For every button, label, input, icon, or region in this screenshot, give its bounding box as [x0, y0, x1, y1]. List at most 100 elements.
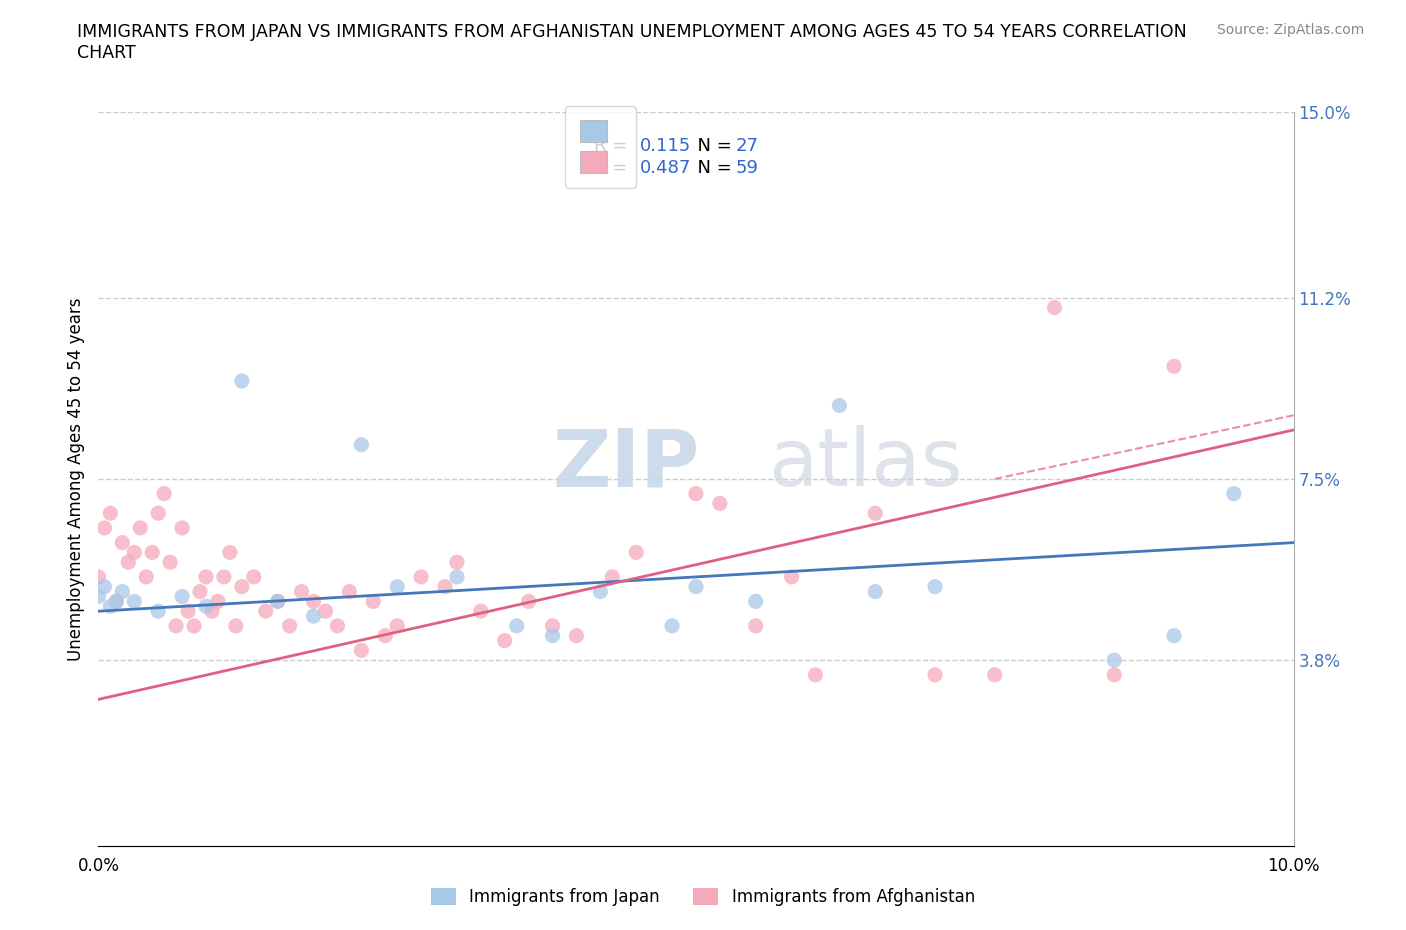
- Point: [685, 486, 707, 501]
- Point: [517, 594, 540, 609]
- Point: [302, 608, 325, 623]
- Point: [541, 618, 564, 633]
- Point: [278, 618, 301, 633]
- Point: [267, 594, 290, 609]
- Point: [135, 569, 157, 584]
- Point: [315, 604, 337, 618]
- Point: [828, 398, 851, 413]
- Point: [225, 618, 247, 633]
- Point: [865, 584, 887, 599]
- Legend: , : ,: [565, 106, 636, 188]
- Text: CHART: CHART: [77, 44, 136, 61]
- Point: [589, 584, 612, 599]
- Point: [804, 668, 827, 683]
- Y-axis label: Unemployment Among Ages 45 to 54 years: Unemployment Among Ages 45 to 54 years: [66, 298, 84, 660]
- Text: atlas: atlas: [768, 425, 962, 503]
- Point: [984, 668, 1007, 683]
- Point: [98, 599, 122, 614]
- Point: [339, 584, 361, 599]
- Point: [231, 579, 253, 594]
- Point: [302, 594, 325, 609]
- Point: [326, 618, 349, 633]
- Point: [219, 545, 242, 560]
- Text: Source: ZipAtlas.com: Source: ZipAtlas.com: [1216, 23, 1364, 37]
- Point: [865, 506, 887, 521]
- Point: [201, 604, 224, 618]
- Point: [350, 643, 373, 658]
- Point: [745, 594, 768, 609]
- Point: [434, 579, 457, 594]
- Point: [153, 486, 176, 501]
- Point: [385, 579, 409, 594]
- Point: [207, 594, 229, 609]
- Point: [105, 594, 128, 609]
- Text: 0.487: 0.487: [640, 159, 692, 178]
- Point: [745, 618, 768, 633]
- Point: [1104, 668, 1126, 683]
- Point: [148, 604, 170, 618]
- Point: [1163, 359, 1185, 374]
- Point: [254, 604, 277, 618]
- Point: [212, 569, 235, 584]
- Point: [924, 579, 946, 594]
- Point: [93, 521, 115, 536]
- Point: [494, 633, 516, 648]
- Point: [195, 569, 218, 584]
- Point: [124, 594, 146, 609]
- Point: [148, 506, 170, 521]
- Point: [780, 569, 803, 584]
- Point: [267, 594, 290, 609]
- Point: [1043, 300, 1066, 315]
- Point: [363, 594, 385, 609]
- Text: R =: R =: [595, 159, 633, 178]
- Point: [924, 668, 946, 683]
- Text: ZIP: ZIP: [553, 425, 700, 503]
- Point: [1163, 629, 1185, 644]
- Point: [291, 584, 314, 599]
- Point: [350, 437, 373, 452]
- Point: [243, 569, 266, 584]
- Point: [446, 555, 468, 570]
- Point: [98, 506, 122, 521]
- Point: [411, 569, 433, 584]
- Text: N =: N =: [686, 138, 738, 155]
- Point: [565, 629, 588, 644]
- Point: [385, 618, 409, 633]
- Point: [685, 579, 707, 594]
- Point: [177, 604, 200, 618]
- Point: [374, 629, 396, 644]
- Text: IMMIGRANTS FROM JAPAN VS IMMIGRANTS FROM AFGHANISTAN UNEMPLOYMENT AMONG AGES 45 : IMMIGRANTS FROM JAPAN VS IMMIGRANTS FROM…: [77, 23, 1187, 41]
- Point: [541, 629, 564, 644]
- Point: [446, 569, 468, 584]
- Point: [87, 589, 110, 604]
- Point: [165, 618, 187, 633]
- Point: [159, 555, 181, 570]
- Point: [172, 589, 194, 604]
- Point: [661, 618, 683, 633]
- Point: [129, 521, 152, 536]
- Legend: Immigrants from Japan, Immigrants from Afghanistan: Immigrants from Japan, Immigrants from A…: [425, 881, 981, 912]
- Point: [124, 545, 146, 560]
- Point: [141, 545, 163, 560]
- Point: [1223, 486, 1246, 501]
- Text: 27: 27: [735, 138, 758, 155]
- Point: [105, 594, 128, 609]
- Point: [470, 604, 492, 618]
- Point: [111, 535, 134, 550]
- Point: [93, 579, 115, 594]
- Text: R =: R =: [595, 138, 633, 155]
- Point: [626, 545, 648, 560]
- Point: [195, 599, 218, 614]
- Point: [1104, 653, 1126, 668]
- Point: [231, 374, 253, 389]
- Point: [172, 521, 194, 536]
- Text: 0.115: 0.115: [640, 138, 692, 155]
- Point: [111, 584, 134, 599]
- Point: [188, 584, 211, 599]
- Point: [506, 618, 529, 633]
- Point: [117, 555, 139, 570]
- Text: 59: 59: [735, 159, 758, 178]
- Text: N =: N =: [686, 159, 738, 178]
- Point: [709, 496, 731, 511]
- Point: [602, 569, 624, 584]
